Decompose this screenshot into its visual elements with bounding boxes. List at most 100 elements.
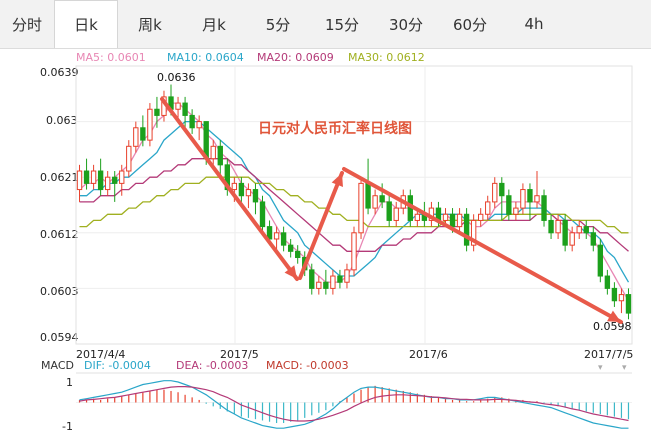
period-tab-bar: 分时 日k 周k 月k 5分 15分 30分 60分 4h [0, 0, 651, 49]
candle-body [611, 287, 618, 302]
macd-value-legend: MACD: -0.0003 [266, 359, 349, 372]
candle-body [463, 213, 470, 246]
candle-body [259, 201, 266, 228]
candle-body [372, 195, 378, 209]
macd-y-tick-label: -1 [62, 420, 73, 433]
candle-body [154, 108, 160, 116]
candle-body [470, 219, 477, 246]
ma10-legend: MA10: 0.0604 [167, 51, 244, 64]
plot-frame [75, 65, 633, 345]
candle-body [126, 145, 132, 172]
candle-body [590, 232, 596, 246]
trend-arrow-head [607, 310, 621, 322]
y-tick-label: 0.0621 [40, 171, 79, 184]
candle-body [175, 102, 181, 110]
tab-4h[interactable]: 4h [524, 15, 544, 33]
candle-body [323, 281, 329, 289]
candle-body [548, 219, 554, 234]
candle-body [625, 294, 632, 314]
candle-body [520, 189, 526, 209]
candle-body [90, 170, 97, 184]
candle-body [506, 195, 512, 215]
dif-line [79, 380, 629, 429]
candle-body [238, 182, 245, 197]
candle-body [478, 213, 484, 221]
tab-60min[interactable]: 60分 [452, 15, 488, 34]
tab-intraday[interactable]: 分时 [11, 15, 42, 34]
ma20-legend: MA20: 0.0609 [257, 51, 334, 64]
macd-label: MACD [41, 359, 74, 372]
candle-body [104, 176, 111, 191]
candle-body [97, 170, 104, 191]
candle-body [499, 182, 505, 197]
candle-body [344, 269, 350, 283]
dea-legend: DEA: -0.0003 [176, 359, 249, 372]
scroll-down-icon[interactable]: ▾ [622, 363, 627, 373]
candle-body [316, 281, 322, 289]
ma30-line [79, 176, 629, 234]
trend-arrow-head [284, 265, 297, 279]
tab-daily-k[interactable]: 日k [54, 0, 118, 48]
candle-body [597, 244, 604, 277]
candle-body [555, 219, 561, 234]
candle-body [393, 207, 399, 221]
candle-body [245, 189, 252, 197]
candle-body [442, 213, 449, 221]
tab-weekly-k[interactable]: 周k [138, 15, 162, 34]
candle-body [252, 189, 259, 203]
dif-legend: DIF: -0.0004 [84, 359, 151, 372]
candle-body [309, 269, 315, 289]
candle-body [534, 195, 540, 203]
tab-30min[interactable]: 30分 [388, 15, 424, 34]
candle-body [217, 145, 223, 166]
candle-body [583, 226, 589, 234]
tab-5min[interactable]: 5分 [265, 15, 291, 34]
chart-title: 日元对人民币汇率日线图 [258, 120, 412, 137]
candle-body [280, 232, 287, 246]
candle-body [358, 182, 364, 234]
candle-body [541, 195, 547, 221]
high-annotation: 0.0636 [157, 71, 196, 84]
candle-body [569, 232, 575, 246]
candle-body [76, 170, 83, 191]
y-tick-label: 0.0594 [40, 331, 79, 344]
scroll-down-icon[interactable]: ▾ [598, 363, 603, 373]
candle-body [449, 213, 456, 228]
candle-body [456, 213, 463, 228]
candle-body [287, 244, 294, 252]
candle-body [273, 232, 280, 240]
trend-arrow [160, 97, 299, 281]
candle-body [576, 226, 582, 234]
tab-monthly-k[interactable]: 月k [202, 15, 226, 34]
candle-body [337, 275, 343, 283]
tab-15min[interactable]: 15分 [324, 15, 360, 34]
candle-body [119, 170, 125, 184]
candle-body [210, 145, 216, 160]
trend-arrow-head [331, 173, 343, 187]
trend-arrow [342, 167, 623, 324]
candle-body [618, 294, 625, 302]
x-tick-label: 2017/4/4 [76, 348, 126, 361]
y-tick-label: 0.063 [46, 114, 78, 127]
candle-body [295, 250, 301, 259]
candle-body [147, 108, 153, 141]
candle-body [386, 201, 392, 221]
macd-y-tick-label: 1 [66, 376, 73, 389]
candle-body [266, 226, 273, 240]
candle-body [351, 232, 357, 271]
ma30-legend: MA30: 0.0612 [348, 51, 425, 64]
candle-body [133, 127, 139, 147]
candle-body [365, 182, 371, 209]
low-annotation: 0.0598 [593, 320, 632, 333]
candle-body [485, 201, 491, 215]
candle-body [492, 182, 498, 203]
candle-body [112, 176, 118, 184]
y-tick-label: 0.0603 [40, 285, 79, 298]
candle-body [83, 170, 90, 184]
dea-line [79, 386, 629, 422]
candle-body [604, 275, 611, 289]
candle-body [231, 182, 238, 191]
candle-body [562, 219, 568, 246]
candle-body [189, 114, 195, 129]
